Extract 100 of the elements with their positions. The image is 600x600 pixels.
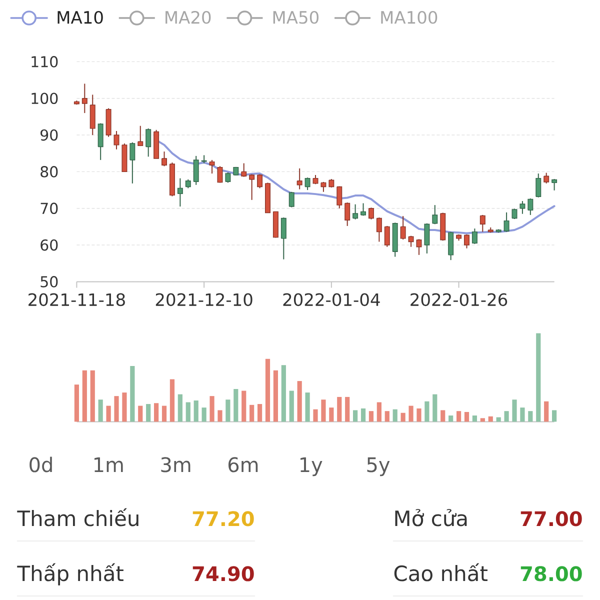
bar [130,366,135,422]
text: 6m [228,457,258,472]
bar [98,400,103,422]
candlestick [217,166,223,184]
bar [122,392,127,422]
candlestick [416,238,422,256]
bar [424,401,430,422]
candlestick [344,202,350,226]
bar [186,402,190,422]
bar [376,402,382,422]
candlestick [98,122,104,160]
bar [408,406,414,422]
bar [257,404,262,422]
bar [400,412,406,422]
bar [146,404,151,422]
bar [384,411,390,422]
bar [472,416,478,422]
bar [528,411,533,422]
text: 0d [30,456,52,472]
category-label: Thấp nhất [17,563,124,586]
legend-label: MA50 [273,10,318,24]
data-label: 77.20 [192,511,254,526]
bar [448,416,454,422]
category-label: Cao nhất [394,563,488,582]
bar [536,333,541,422]
candlestick [304,177,310,191]
legend-label: MA20 [166,10,211,24]
bar [488,416,493,422]
text: 1y [300,457,322,476]
candlestick [400,216,406,240]
bar [480,418,485,422]
data-label: 77.00 [520,511,582,526]
bar [202,408,206,422]
bar [432,394,438,422]
candlestick [320,181,326,192]
bar [138,406,143,422]
data-label: 78.00 [520,566,582,582]
bar [321,400,326,422]
category-label: Tham chiếu [17,508,138,526]
candlestick [528,198,534,216]
y-tick-label: 80 [40,166,58,178]
x-tick-label: 2022-01-04 [283,293,380,306]
candlestick [504,212,510,232]
x-tick-label: 2021-11-18 [28,293,125,306]
bar [305,392,310,422]
candlestick [257,174,263,189]
candlestick [512,208,518,220]
candlestick [376,217,382,242]
bar [329,408,334,422]
bar [234,388,238,422]
bar [345,396,350,422]
candlestick [288,191,294,208]
bar [178,394,182,422]
bar [464,412,470,422]
bar [512,400,517,422]
candlestick [177,178,183,208]
candlestick [520,200,526,214]
bar [90,370,95,422]
bar [440,410,446,422]
bar [194,400,198,422]
text: 3m [161,457,190,472]
bar [170,379,175,422]
bar [544,401,549,422]
bar [114,396,119,422]
candlestick [146,128,152,158]
bar [218,410,222,422]
candlestick [225,172,231,184]
candlestick [90,94,96,136]
y-tick-label: 60 [40,239,58,251]
candlestick [130,142,136,184]
candlestick [552,178,558,191]
bar [273,370,278,422]
candlestick [138,125,144,147]
bar [250,404,254,422]
bar [242,390,246,422]
text: 1m [94,457,123,472]
x-tick-label: 2022-01-26 [410,293,508,306]
candlestick [480,214,486,232]
bar [456,411,462,422]
bar [297,381,302,422]
y-tick-label: 70 [40,202,58,214]
candlestick [209,159,215,174]
candlestick [296,168,302,190]
legend-label: MA10 [58,10,103,24]
data-label: 74.90 [192,566,254,582]
candlestick [82,83,88,114]
candlestick [536,173,542,198]
category-label: Mở cửa [395,508,467,526]
bar [360,408,366,422]
candlestick [162,151,167,167]
bar [162,406,167,422]
legend-label: MA100 [381,10,438,24]
candlestick [360,202,366,216]
y-tick-label: 90 [40,129,58,141]
candlestick [193,155,199,186]
bar [265,358,270,422]
x-tick-label: 2021-12-10 [156,293,252,306]
candlestick [336,186,342,209]
candlestick [352,204,358,220]
bar [74,384,79,422]
